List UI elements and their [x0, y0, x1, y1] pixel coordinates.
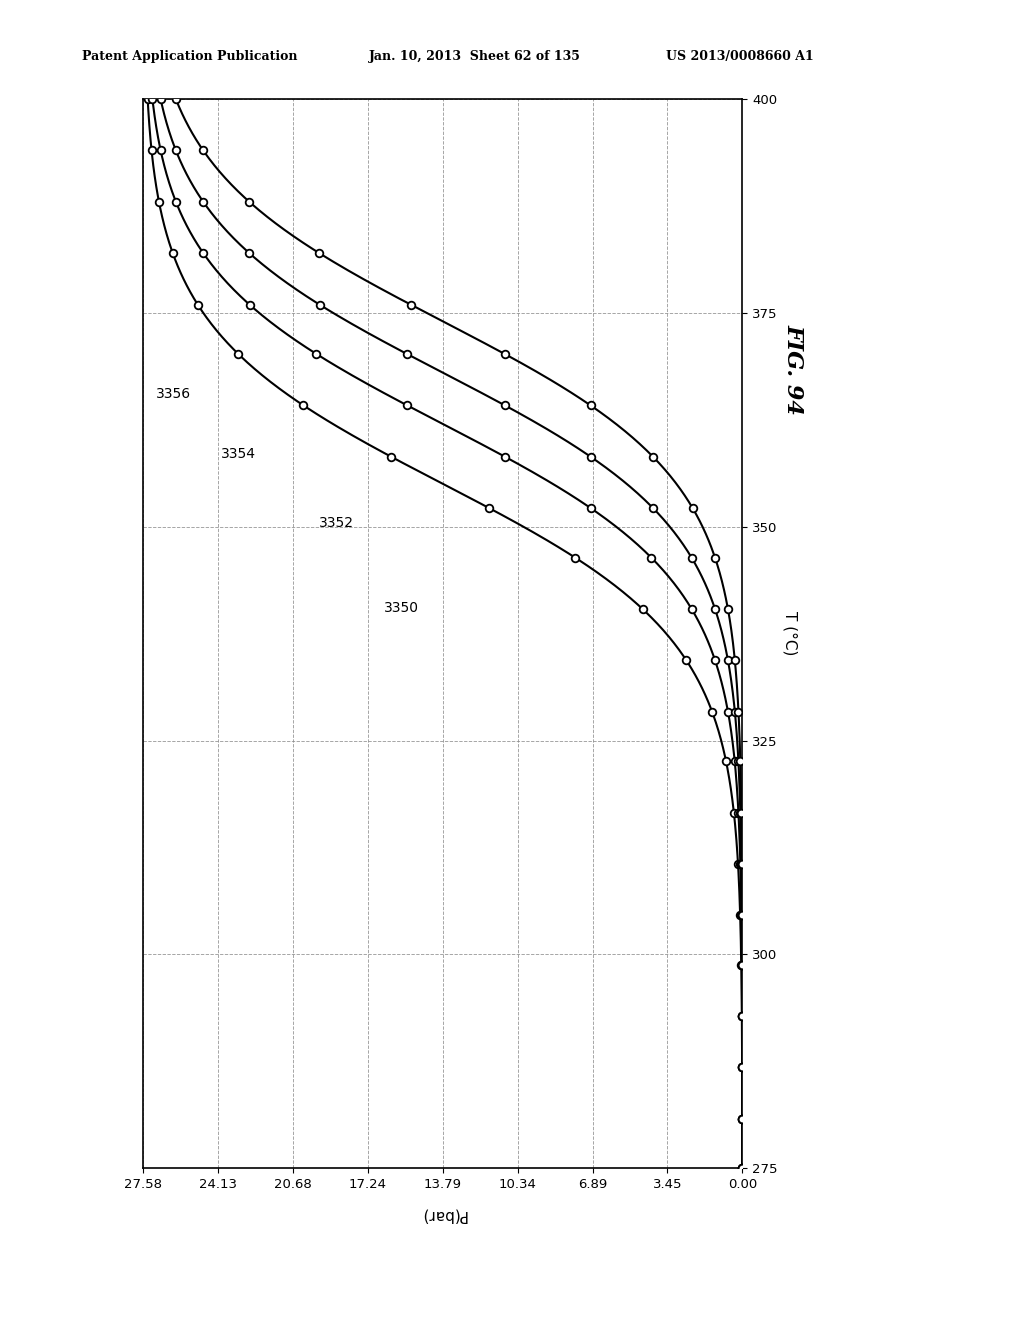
X-axis label: P(bar): P(bar) — [420, 1208, 466, 1222]
Y-axis label: T (°C): T (°C) — [782, 611, 797, 656]
Text: 3352: 3352 — [318, 516, 354, 529]
Text: 3350: 3350 — [384, 601, 419, 615]
Text: US 2013/0008660 A1: US 2013/0008660 A1 — [666, 50, 813, 63]
Text: FIG. 94: FIG. 94 — [782, 325, 805, 414]
Text: Jan. 10, 2013  Sheet 62 of 135: Jan. 10, 2013 Sheet 62 of 135 — [369, 50, 581, 63]
Text: Patent Application Publication: Patent Application Publication — [82, 50, 297, 63]
Text: 3354: 3354 — [221, 447, 256, 461]
Text: 3356: 3356 — [156, 387, 191, 401]
